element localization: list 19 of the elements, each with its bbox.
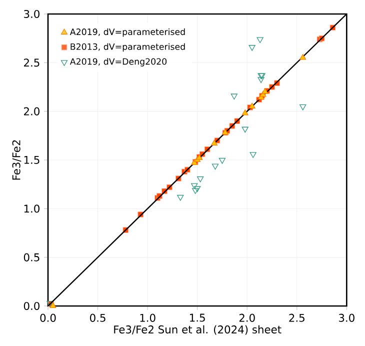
y-tick-label: 2.5: [24, 58, 40, 67]
y-tick-label: 0.0: [24, 302, 40, 310]
legend-label: A2019, dV=Deng2020: [70, 58, 167, 66]
x-tick-label: 2.5: [289, 314, 304, 322]
y-axis-title: Fe3/Fe2: [12, 140, 22, 180]
y-tick-label: 1.0: [24, 204, 40, 213]
x-tick-label: 1.5: [190, 314, 205, 322]
y-tick-label: 1.5: [24, 156, 40, 164]
x-tick-label: 0.0: [40, 314, 56, 322]
x-tick-label: 0.5: [90, 314, 106, 322]
legend-label: B2013, dV=parameterised: [70, 43, 185, 52]
x-tick-label: 3.0: [338, 314, 354, 322]
y-tick-label: 3.0: [24, 10, 40, 18]
x-tick-label: 2.0: [239, 314, 255, 322]
y-tick-label: 2.0: [24, 107, 40, 116]
legend-label: A2019, dV=parameterised: [70, 28, 185, 37]
x-axis-title: Fe3/Fe2 Sun et al. (2024) sheet: [114, 325, 282, 335]
y-tick-label: 0.5: [24, 253, 40, 262]
x-tick-label: 1.0: [140, 314, 156, 322]
